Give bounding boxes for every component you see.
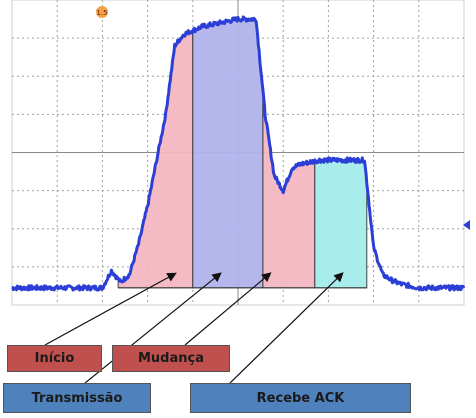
region-1 [192,18,264,289]
signal-trace [11,15,466,292]
top-marker-label: 1.5 [96,9,107,17]
annotation-arrows [44,272,344,384]
trigger-markers: 1.5 [96,6,470,230]
annotation-label-inicio: Início [7,345,102,372]
annotation-arrow-0 [44,272,177,346]
annotation-label-recebe-ack: Recebe ACK [190,383,411,413]
annotation-arrow-2 [84,272,222,384]
annotation-arrow-1 [184,272,272,346]
shaded-regions [117,18,368,289]
top-marker-icon [96,6,108,18]
annotation-label-mudanca: Mudança [112,345,230,372]
annotation-label-transmissao: Transmissão [3,383,151,413]
right-marker-icon [463,220,470,230]
region-3 [314,159,368,289]
annotation-arrow-3 [229,272,344,384]
